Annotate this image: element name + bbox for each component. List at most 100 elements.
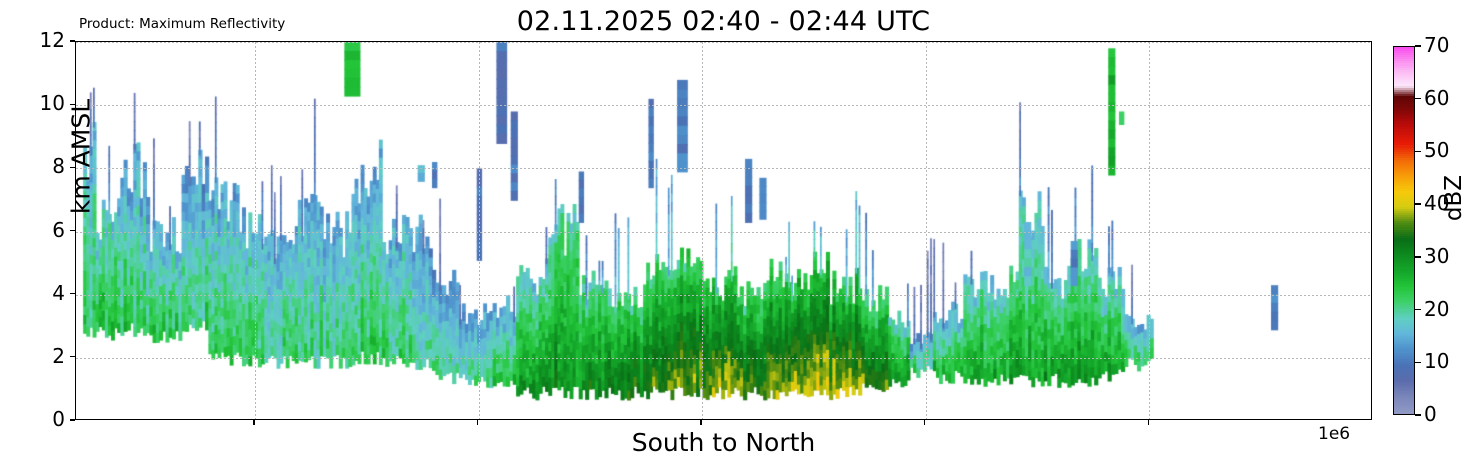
colorbar-band [1394, 396, 1414, 400]
colorbar-band [1394, 56, 1414, 60]
colorbar-band [1394, 247, 1414, 250]
colorbar-band [1394, 156, 1414, 160]
colorbar-band [1394, 337, 1414, 341]
colorbar-band [1394, 70, 1414, 74]
colorbar-band [1394, 347, 1414, 351]
colorbar-band [1394, 255, 1414, 259]
y-tick-label: 4 [52, 280, 65, 305]
colorbar-band [1394, 138, 1414, 142]
colorbar-band [1394, 169, 1414, 173]
colorbar-band [1394, 62, 1414, 66]
colorbar-band [1394, 378, 1414, 382]
colorbar-tick-label: 30 [1424, 243, 1450, 268]
y-tick-label: 8 [52, 154, 65, 179]
colorbar-band [1394, 353, 1414, 357]
colorbar-band [1394, 161, 1414, 164]
colorbar-band [1394, 115, 1414, 119]
x-tick-mark [700, 420, 702, 425]
colorbar-band [1394, 109, 1414, 113]
colorbar-band [1394, 345, 1414, 349]
colorbar-band [1394, 148, 1414, 152]
colorbar-band [1394, 364, 1414, 367]
colorbar-band [1394, 316, 1414, 320]
colorbar-band [1394, 302, 1414, 306]
colorbar-band [1394, 204, 1414, 207]
colorbar-band [1394, 210, 1414, 214]
reflectivity-echo-field [76, 42, 1371, 419]
colorbar-band [1394, 390, 1414, 394]
colorbar: 0 10 20 30 40 50 60 70 [1393, 33, 1449, 426]
colorbar-band [1394, 308, 1414, 312]
colorbar-band [1394, 132, 1414, 136]
colorbar-band [1394, 226, 1414, 230]
x-tick-mark [476, 420, 479, 425]
colorbar-band [1394, 374, 1414, 378]
colorbar-label: dBZ [1441, 174, 1467, 222]
x-axis-exponent: 1e6 [1318, 424, 1351, 444]
colorbar-band [1394, 271, 1414, 275]
colorbar-band [1394, 290, 1414, 294]
colorbar-band [1394, 372, 1414, 376]
colorbar-band [1394, 312, 1414, 316]
colorbar-tick-label: 70 [1424, 33, 1450, 57]
x-tick-mark [924, 420, 926, 425]
colorbar-band [1394, 314, 1414, 318]
colorbar-band [1394, 183, 1414, 187]
x-tick-mark [253, 420, 255, 425]
colorbar-band [1394, 167, 1414, 171]
colorbar-band [1394, 60, 1414, 64]
colorbar-band [1394, 195, 1414, 199]
colorbar-band [1394, 214, 1414, 218]
y-tick-mark [70, 293, 75, 295]
colorbar-band [1394, 152, 1414, 156]
colorbar-band [1394, 128, 1414, 132]
colorbar-band [1394, 359, 1414, 363]
colorbar-band [1394, 191, 1414, 195]
colorbar-band [1394, 163, 1414, 166]
colorbar-band [1394, 208, 1414, 212]
colorbar-band [1394, 318, 1414, 322]
colorbar-tick-mark [1415, 308, 1421, 311]
colorbar-band [1394, 74, 1414, 78]
colorbar-band [1394, 120, 1414, 123]
colorbar-band [1394, 279, 1414, 283]
y-tick-mark [70, 419, 75, 421]
colorbar-band [1394, 54, 1414, 58]
colorbar-band [1394, 339, 1414, 343]
colorbar-band [1394, 384, 1414, 388]
colorbar-band [1394, 325, 1414, 328]
colorbar-band [1394, 181, 1414, 185]
colorbar-band [1394, 66, 1414, 70]
colorbar-band [1394, 175, 1414, 179]
colorbar-band [1394, 267, 1414, 271]
colorbar-band [1394, 136, 1414, 140]
colorbar-tick-label: 60 [1424, 85, 1450, 110]
colorbar-tick-mark [1415, 414, 1421, 416]
y-tick-mark [70, 103, 75, 105]
colorbar-band [1394, 370, 1414, 373]
y-tick-mark [70, 40, 75, 42]
colorbar-band [1394, 304, 1414, 308]
colorbar-band [1394, 282, 1414, 285]
colorbar-band [1394, 126, 1414, 130]
colorbar-band [1394, 130, 1414, 134]
colorbar-band [1394, 142, 1414, 146]
colorbar-band [1394, 333, 1414, 337]
y-tick-mark [70, 356, 75, 358]
colorbar-band [1394, 200, 1414, 203]
colorbar-band [1394, 234, 1414, 238]
colorbar-band [1394, 269, 1414, 273]
colorbar-band [1394, 366, 1414, 369]
colorbar-band [1394, 245, 1414, 248]
x-axis-label: South to North [631, 428, 816, 457]
colorbar-band [1394, 105, 1414, 109]
colorbar-band [1394, 323, 1414, 326]
colorbar-band [1394, 341, 1414, 345]
colorbar-band [1394, 351, 1414, 355]
colorbar-band [1394, 388, 1414, 392]
colorbar-band [1394, 298, 1414, 302]
colorbar-tick-mark [1415, 256, 1421, 258]
colorbar-band [1394, 81, 1414, 84]
colorbar-band [1394, 171, 1414, 175]
colorbar-band [1394, 382, 1414, 386]
